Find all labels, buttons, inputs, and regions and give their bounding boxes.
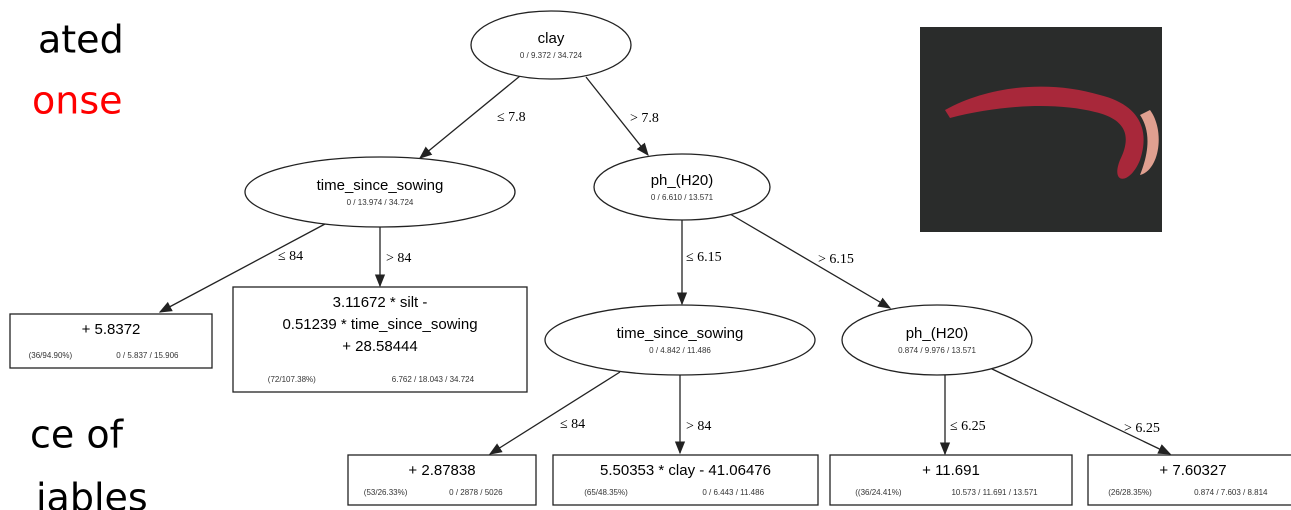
- edge-label: > 6.25: [1124, 421, 1160, 436]
- node-label: time_since_sowing: [317, 177, 444, 194]
- edge-label: > 84: [386, 251, 411, 266]
- node-stats: 0 / 4.842 / 11.486: [649, 346, 711, 355]
- edge-label: ≤ 6.15: [686, 250, 722, 265]
- edge-label: ≤ 7.8: [497, 110, 526, 125]
- photo: [920, 27, 1162, 232]
- node: clay 0 / 9.372 / 34.724: [471, 11, 631, 79]
- leaf-formula: + 5.8372: [82, 321, 141, 338]
- leaf-formula: 5.50353 * clay - 41.06476: [600, 462, 771, 479]
- leaf-stats: 0.874 / 7.603 / 8.814: [1194, 488, 1268, 497]
- slide: ated onse ce of iables ≤ 7.8 > 7.8 ≤ 84 …: [0, 0, 1291, 510]
- slide-text: ated: [38, 18, 124, 62]
- leaf-formula: + 7.60327: [1159, 462, 1226, 479]
- leaf: 5.50353 * clay - 41.06476 (65/48.35%) 0 / …: [553, 455, 818, 505]
- slide-text: iables: [36, 476, 148, 510]
- node-label: ph_(H20): [906, 325, 969, 342]
- leaf-formula: + 28.58444: [342, 338, 418, 355]
- edge-label: > 84: [686, 419, 711, 434]
- node: time_since_sowing 0 / 13.974 / 34.724: [245, 157, 515, 227]
- node-label: ph_(H20): [651, 172, 714, 189]
- leaf-formula: 3.11672 * silt -: [333, 294, 428, 311]
- leaf: + 11.691 ((36/24.41%) 10.573 / 11.691 / 13…: [830, 455, 1072, 505]
- leaf: + 2.87838(53/26.33%) 0 / 2878 / 5026: [348, 455, 536, 505]
- leaf-stats: 6.762 / 18.043 / 34.724: [392, 375, 475, 384]
- leaf-formula: 0.51239 * time_since_sowing: [282, 316, 477, 333]
- leaf-count: (36/94.90%): [29, 351, 73, 360]
- node-stats: 0 / 6.610 / 13.571: [651, 193, 714, 202]
- node-label: time_since_sowing: [617, 325, 744, 342]
- slide-text: ce of: [30, 413, 125, 457]
- edge-label: > 6.15: [818, 252, 854, 267]
- edge-label: ≤ 6.25: [950, 419, 986, 434]
- leaf-count: (26/28.35%): [1108, 488, 1152, 497]
- leaf-formula: + 11.691: [922, 462, 980, 479]
- leaf-count: (53/26.33%): [364, 488, 408, 497]
- leaf-count: (65/48.35%): [584, 488, 628, 497]
- leaf: + 7.60327 (26/28.35%) 0.874 / 7.603 / 8.81…: [1088, 455, 1291, 505]
- leaf-count: ((36/24.41%): [855, 488, 902, 497]
- node: time_since_sowing 0 / 4.842 / 11.486: [545, 305, 815, 375]
- edge-label: ≤ 84: [560, 417, 585, 432]
- node-stats: 0 / 13.974 / 34.724: [347, 198, 414, 207]
- node: ph_(H20) 0 / 6.610 / 13.571: [594, 154, 770, 220]
- leaf-count: (72/107.38%): [268, 375, 316, 384]
- node-stats: 0 / 9.372 / 34.724: [520, 51, 583, 60]
- node-label: clay: [538, 30, 565, 47]
- leaf-stats: 0 / 2878 / 5026: [449, 488, 503, 497]
- leaf-formula: + 2.87838: [408, 462, 475, 479]
- leaf-stats: 0 / 5.837 / 15.906: [116, 351, 179, 360]
- slide-text: onse: [32, 79, 123, 123]
- node: ph_(H20) 0.874 / 9.976 / 13.571: [842, 305, 1032, 375]
- leaf-stats: 0 / 6.443 / 11.486: [702, 488, 764, 497]
- leaf-stats: 10.573 / 11.691 / 13.571: [951, 488, 1038, 497]
- edge-label: > 7.8: [630, 111, 659, 126]
- edge-label: ≤ 84: [278, 249, 303, 264]
- leaf: + 5.8372 (36/94.90%) 0 / 5.837 / 15.906: [10, 314, 212, 368]
- leaf: 3.11672 * silt - 0.51239 * time_since_sow…: [233, 287, 527, 392]
- node-stats: 0.874 / 9.976 / 13.571: [898, 346, 976, 355]
